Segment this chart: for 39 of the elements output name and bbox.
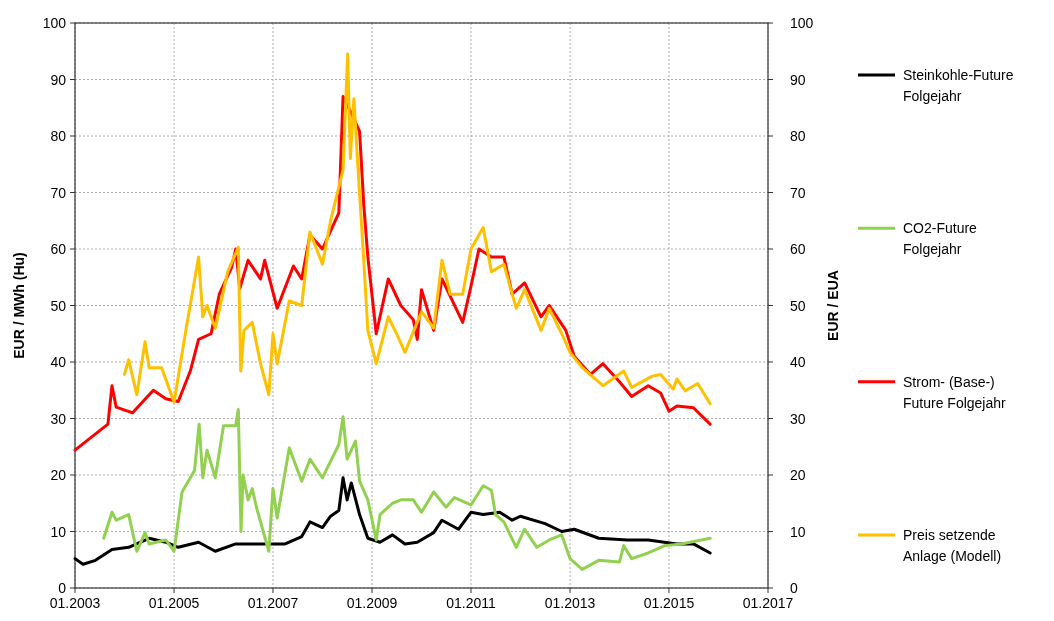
legend-label: Strom- (Base-) Future Folgejahr bbox=[903, 373, 1007, 411]
x-tick-label: 01.2011 bbox=[446, 595, 496, 611]
legend-label: Steinkohle-Future Folgejahr bbox=[903, 67, 1014, 104]
y-tick-label: 0 bbox=[58, 580, 67, 596]
y-tick-label: 70 bbox=[50, 184, 67, 201]
y-tick-label: 10 bbox=[50, 523, 67, 540]
x-tick-label: 01.2005 bbox=[148, 595, 200, 611]
y2-tick-label: 90 bbox=[790, 71, 806, 88]
y-tick-label: 50 bbox=[50, 297, 67, 314]
y-tick-label: 100 bbox=[42, 15, 67, 31]
y2-tick-label: 80 bbox=[790, 128, 806, 144]
x-tick-label: 01.2007 bbox=[247, 595, 299, 611]
x-tick-label: 01.2013 bbox=[544, 595, 596, 611]
y2-tick-label: 40 bbox=[790, 354, 806, 370]
x-tick-label: 01.2017 bbox=[742, 595, 794, 611]
y-tick-label: 30 bbox=[50, 410, 67, 427]
legend-label: Preis setzende Anlage (Modell) bbox=[903, 527, 1002, 564]
y2-tick-label: 30 bbox=[790, 410, 806, 427]
y2-tick-label: 60 bbox=[790, 241, 806, 257]
y2-tick-label: 0 bbox=[790, 580, 798, 596]
line-series bbox=[102, 407, 712, 571]
y2-tick-label: 70 bbox=[790, 184, 806, 201]
y-axis-title: EUR / MWh (Hu) bbox=[11, 252, 27, 359]
x-tick-label: 01.2009 bbox=[346, 595, 398, 611]
y-tick-label: 60 bbox=[50, 241, 67, 257]
y2-axis-title: EUR / EUA bbox=[825, 270, 841, 341]
y-tick-label: 40 bbox=[50, 354, 67, 370]
y2-tick-label: 100 bbox=[790, 15, 814, 31]
line-series bbox=[73, 476, 712, 566]
y-tick-label: 90 bbox=[50, 71, 67, 88]
y2-tick-label: 50 bbox=[790, 297, 806, 314]
y2-tick-label: 10 bbox=[790, 523, 806, 540]
y2-tick-label: 20 bbox=[790, 467, 806, 483]
line-series bbox=[122, 52, 712, 406]
x-tick-label: 01.2015 bbox=[643, 595, 695, 611]
legend-label: CO2-Future Folgejahr bbox=[903, 220, 978, 258]
y-tick-label: 80 bbox=[50, 128, 67, 144]
y-tick-label: 20 bbox=[50, 467, 67, 483]
x-tick-label: 01.2003 bbox=[49, 595, 101, 611]
